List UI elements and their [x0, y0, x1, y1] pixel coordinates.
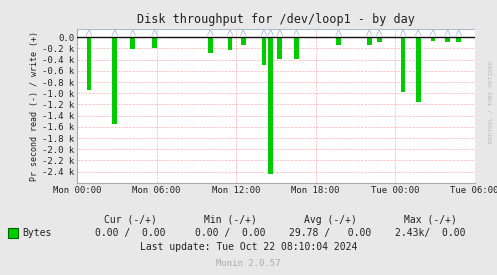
Text: RRDTOOL / TOBI OETIKER: RRDTOOL / TOBI OETIKER	[489, 60, 494, 143]
Text: 29.78 /   0.00: 29.78 / 0.00	[289, 228, 371, 238]
Y-axis label: Pr second read (-) / write (+): Pr second read (-) / write (+)	[30, 31, 39, 181]
Text: 0.00 /  0.00: 0.00 / 0.00	[95, 228, 165, 238]
FancyBboxPatch shape	[8, 228, 18, 238]
Title: Disk throughput for /dev/loop1 - by day: Disk throughput for /dev/loop1 - by day	[137, 13, 415, 26]
Text: Last update: Tue Oct 22 08:10:04 2024: Last update: Tue Oct 22 08:10:04 2024	[140, 242, 357, 252]
Text: Avg (-/+): Avg (-/+)	[304, 215, 356, 225]
Text: Bytes: Bytes	[22, 228, 51, 238]
Text: 0.00 /  0.00: 0.00 / 0.00	[195, 228, 265, 238]
Text: Max (-/+): Max (-/+)	[404, 215, 456, 225]
Text: Min (-/+): Min (-/+)	[204, 215, 256, 225]
Text: Cur (-/+): Cur (-/+)	[103, 215, 157, 225]
Text: 2.43k/  0.00: 2.43k/ 0.00	[395, 228, 465, 238]
Text: Munin 2.0.57: Munin 2.0.57	[216, 258, 281, 268]
